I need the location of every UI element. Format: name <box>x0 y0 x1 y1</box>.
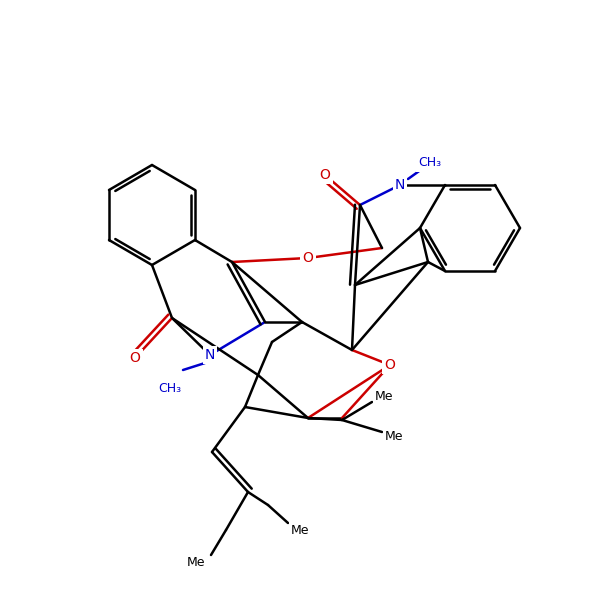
Text: O: O <box>302 251 313 265</box>
Text: N: N <box>205 348 215 362</box>
Text: O: O <box>130 351 140 365</box>
Text: N: N <box>395 178 405 192</box>
Text: Me: Me <box>385 431 403 443</box>
Text: O: O <box>320 168 331 182</box>
Text: Me: Me <box>291 524 309 538</box>
Text: Me: Me <box>375 391 393 403</box>
Text: CH₃: CH₃ <box>418 157 442 169</box>
Text: CH₃: CH₃ <box>158 382 182 395</box>
Text: O: O <box>385 358 395 372</box>
Text: Me: Me <box>187 557 205 569</box>
